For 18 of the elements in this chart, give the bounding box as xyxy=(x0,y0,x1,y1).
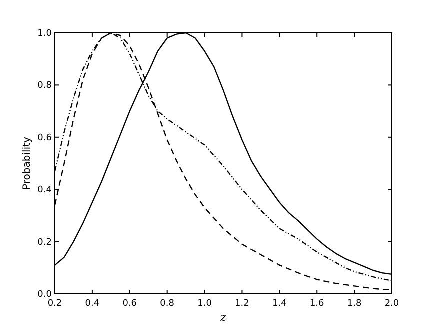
y-tick-label: 1.0 xyxy=(38,29,52,39)
x-tick-label: 0.2 xyxy=(48,299,62,309)
y-tick-label: 0.8 xyxy=(38,81,52,92)
x-tick-label: 0.8 xyxy=(160,299,175,309)
x-tick-label: 0.4 xyxy=(85,299,100,309)
y-axis-title: Probability xyxy=(22,136,33,190)
x-tick-label: 1.2 xyxy=(235,299,250,309)
y-tick-label: 0.4 xyxy=(38,186,52,196)
y-tick-label: 0.0 xyxy=(38,290,52,300)
x-tick-label: 2.0 xyxy=(384,299,400,309)
x-tick-label: 1.8 xyxy=(347,299,362,309)
y-tick-label: 0.6 xyxy=(38,133,52,144)
x-tick-label: 1.6 xyxy=(310,299,325,309)
y-tick-label: 0.2 xyxy=(38,238,52,248)
x-axis-title: z xyxy=(220,311,227,324)
x-tick-label: 1.0 xyxy=(198,299,212,309)
x-tick-label: 1.4 xyxy=(272,299,288,309)
x-tick-label: 0.6 xyxy=(122,299,138,309)
